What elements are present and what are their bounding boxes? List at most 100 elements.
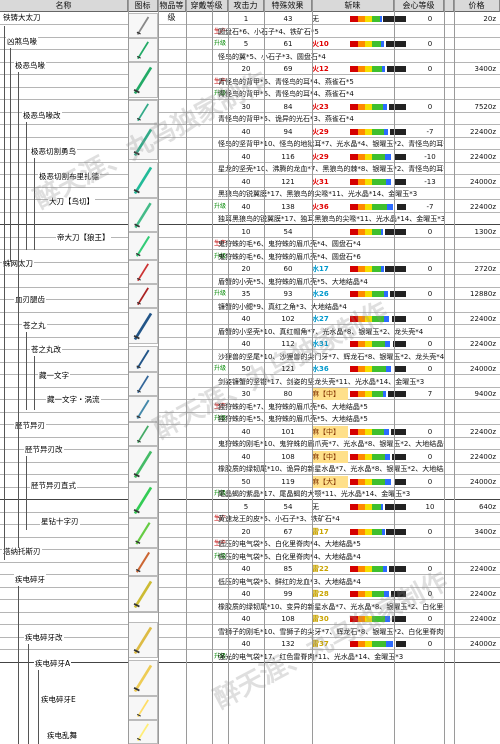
wear-level: 1 bbox=[243, 15, 249, 23]
sharpness-bar bbox=[350, 266, 406, 272]
price-value: 3400z bbox=[474, 65, 497, 73]
sharpness-bar bbox=[350, 291, 406, 297]
row-type bbox=[212, 526, 228, 538]
row-type: 升级 bbox=[213, 652, 226, 660]
attack-value: 67 bbox=[283, 527, 293, 536]
table-row: 20 67 雷17 0 3400z bbox=[0, 526, 500, 538]
table-row: 升级 强光的电气袋*17、红色雷脊肉*11、光水晶*14、金曜玉*3 bbox=[0, 651, 500, 663]
wear-level: 40 bbox=[241, 452, 251, 461]
sword-icon bbox=[128, 232, 158, 260]
affinity-value: 0 bbox=[427, 315, 433, 323]
weapon-name: 藏一文字 bbox=[38, 370, 70, 381]
sword-icon bbox=[128, 622, 158, 658]
special-effect: 无 bbox=[312, 15, 319, 23]
price-value: 9400z bbox=[474, 390, 497, 398]
affinity-value: 0 bbox=[427, 365, 433, 373]
sword-icon bbox=[128, 308, 158, 344]
weapon-name: 胫节异刃改 bbox=[24, 444, 64, 455]
special-effect: 水17 bbox=[312, 265, 329, 273]
sharpness-bar bbox=[350, 566, 406, 572]
sharpness-bar bbox=[350, 341, 406, 347]
row-type: 升级 bbox=[213, 90, 226, 97]
row-type: 升级 bbox=[213, 40, 226, 47]
sharpness-bar bbox=[350, 391, 406, 397]
materials-text: 低压的电气袋*5、白化里脊肉*4、大地结晶*5 bbox=[218, 540, 361, 548]
table-row: 30 80 麻【中】 7 9400z bbox=[0, 388, 500, 400]
price-value: 22400z bbox=[470, 427, 496, 436]
table-row: 黑狼鸟的锐翼膜*17、黑狼鸟的尖喙*11、光水晶*14、金曜玉*3 bbox=[0, 188, 500, 200]
table-row: 升级 50 121 水36 0 24000z bbox=[0, 363, 500, 375]
materials-text: 独狩蛛的毛*5、鬼狩蛛的眉爪壳*5、大地结晶*5 bbox=[218, 415, 368, 423]
price-value: 12880z bbox=[470, 290, 496, 298]
table-row: 40 116 火29 -10 22400z bbox=[0, 151, 500, 163]
weapon-name: 疾电乱舞 bbox=[46, 730, 78, 741]
wear-level: 50 bbox=[241, 477, 251, 486]
sharpness-bar bbox=[350, 153, 406, 160]
weapon-name: 胫节异刃直式 bbox=[30, 480, 77, 491]
row-type bbox=[212, 563, 228, 575]
weapon-name: 大刀【鸟切】 bbox=[48, 196, 95, 207]
affinity-value: -10 bbox=[424, 152, 436, 161]
sword-icon bbox=[128, 124, 158, 160]
row-type: 升级 bbox=[213, 202, 226, 210]
row-type bbox=[212, 101, 228, 113]
sharpness-bar bbox=[350, 66, 406, 72]
wear-level: 40 bbox=[241, 590, 251, 598]
sword-icon bbox=[128, 260, 158, 284]
sword-icon bbox=[128, 422, 158, 446]
sharpness-bar bbox=[350, 503, 406, 510]
affinity-value: 0 bbox=[427, 102, 433, 111]
header-effect: 特殊效果 bbox=[264, 0, 312, 12]
attack-value: 132 bbox=[281, 640, 295, 648]
sword-icon bbox=[128, 38, 158, 62]
sharpness-bar bbox=[350, 16, 406, 22]
sword-icon bbox=[128, 548, 158, 576]
weapon-name: 塔纳托斯刃 bbox=[2, 546, 42, 557]
weapon-name: 藏一文字・涡流 bbox=[46, 394, 101, 405]
wear-level: 40 bbox=[241, 340, 251, 348]
sword-icon bbox=[128, 482, 158, 518]
sharpness-bar bbox=[350, 478, 406, 485]
row-type: 生产 bbox=[213, 27, 226, 35]
row-type: 生产 bbox=[213, 540, 226, 547]
special-effect: 水31 bbox=[312, 340, 329, 348]
price-value: 22400z bbox=[470, 315, 496, 323]
affinity-value: 0 bbox=[427, 265, 433, 273]
sword-icon bbox=[128, 518, 158, 548]
table-row: 生产 青怪鸟的背甲*6、青怪鸟的耳*4、燕雀石*5 bbox=[0, 76, 500, 88]
wear-level: 20 bbox=[241, 265, 251, 273]
special-effect: 火31 bbox=[312, 177, 329, 186]
sharpness-bar bbox=[350, 316, 406, 322]
row-type bbox=[212, 151, 228, 163]
materials-text: 鬼狩蛛的毛*6、鬼狩蛛的眉爪壳*4、圆盘石*4 bbox=[218, 240, 361, 248]
table-row: 沙狸兽的坚尾*10、沙狸兽的尖门牙*7、辉龙石*8、银曜玉*2、龙头壳*4 bbox=[0, 351, 500, 363]
table-row: 40 101 麻【中】 0 22400z bbox=[0, 425, 500, 438]
table-row: 橡胶质的绿韧尾*10、变异的新星水晶*7、光水晶*8、银曜玉*2、白化里脊肉*4 bbox=[0, 601, 500, 613]
attack-value: 112 bbox=[281, 340, 295, 348]
row-type: 升级 bbox=[213, 252, 226, 260]
table-row: 1 43 无 0 20z bbox=[0, 13, 500, 25]
special-effect: 火36 bbox=[312, 202, 329, 211]
sword-icon bbox=[128, 576, 158, 612]
row-type bbox=[212, 126, 228, 138]
table-row: 升级 35 93 水26 0 12880z bbox=[0, 288, 500, 300]
header-icon: 图标 bbox=[128, 0, 158, 12]
attack-value: 80 bbox=[283, 390, 293, 398]
sharpness-bar bbox=[350, 228, 406, 235]
affinity-value: 0 bbox=[427, 15, 433, 23]
materials-text: 独狩蛛的毛*7、鬼狩蛛的眉爪壳*6、大地结晶*5 bbox=[218, 402, 368, 411]
materials-text: 独耳黑狼鸟的锐翼膜*17、独耳黑狼鸟的尖喙*11、光水晶*14、金曜玉*3 bbox=[218, 215, 444, 223]
sharpness-bar bbox=[350, 591, 406, 597]
affinity-value: 0 bbox=[427, 590, 433, 598]
sharpness-bar bbox=[350, 128, 406, 135]
materials-text: 雪狮子的刚毛*10、雪狮子的尖牙*7、辉龙石*8、银曜玉*2、白化里脊肉*4 bbox=[218, 627, 444, 636]
weapon-name: 苍之丸 bbox=[22, 320, 47, 331]
attack-value: 43 bbox=[283, 15, 293, 23]
row-type: 生产 bbox=[213, 402, 226, 410]
special-effect: 麻【大】 bbox=[312, 475, 348, 488]
special-effect bbox=[312, 226, 348, 238]
header-rarity: 物品等级 bbox=[158, 0, 186, 22]
price-value: 22400z bbox=[470, 127, 496, 136]
weapon-name: 极恶切割勇鸟 bbox=[30, 146, 77, 157]
sharpness-bar bbox=[350, 453, 406, 460]
